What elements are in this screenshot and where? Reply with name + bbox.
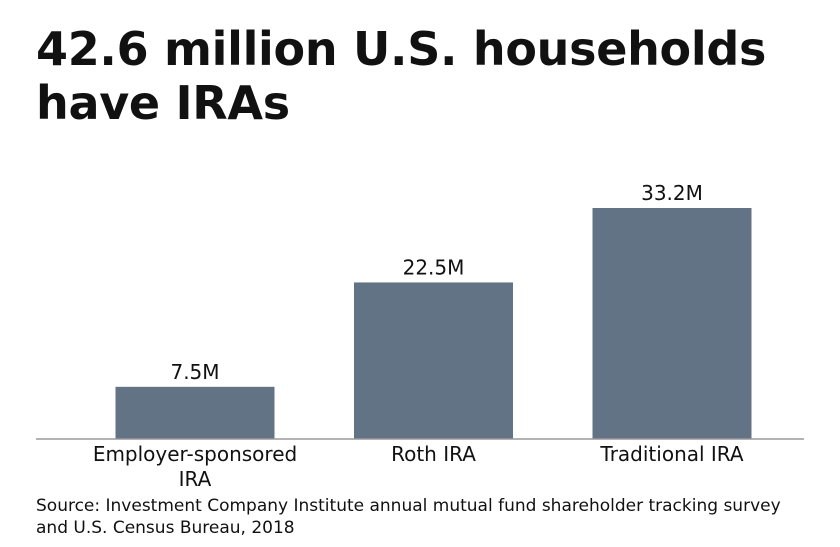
- category-label: Roth IRA: [391, 442, 476, 466]
- bar: [592, 208, 752, 439]
- bar: [115, 386, 275, 439]
- data-label: 22.5M: [403, 255, 465, 279]
- bar: [354, 282, 513, 439]
- category-label: Traditional IRA: [599, 442, 743, 466]
- source-note: Source: Investment Company Institute ann…: [36, 496, 781, 538]
- data-label: 7.5M: [170, 360, 219, 384]
- bar-chart: 7.5M Employer-sponsored IRA 22.5M Roth IRA 33…: [36, 181, 804, 491]
- chart-title: 42.6 million U.S. households have IRAs: [36, 22, 767, 130]
- data-label: 33.2M: [641, 181, 703, 205]
- category-label: Employer-sponsored IRA: [93, 442, 297, 491]
